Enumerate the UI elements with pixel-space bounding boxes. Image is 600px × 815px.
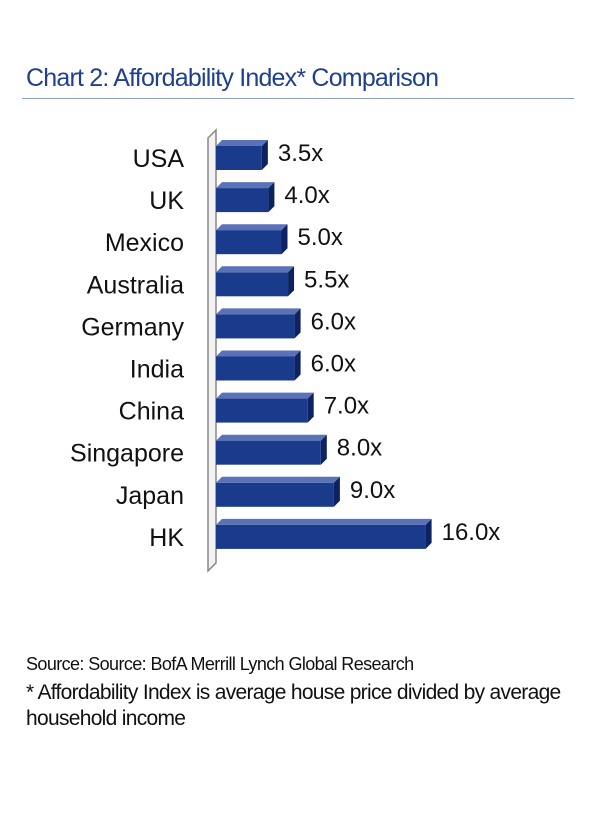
- bar-top-uk: [216, 182, 275, 189]
- category-label: Japan: [116, 482, 184, 510]
- data-label: 5.5x: [304, 266, 349, 293]
- bar-side-usa: [261, 140, 268, 170]
- bar-japan: [216, 482, 334, 507]
- bar-top-china: [216, 392, 314, 399]
- chart-title: Chart 2: Affordability Index* Comparison: [26, 64, 439, 92]
- bar-top-singapore: [216, 434, 327, 441]
- title-divider: [22, 98, 574, 99]
- bar-side-mexico: [281, 224, 288, 255]
- data-label: 9.0x: [350, 477, 395, 504]
- footnote: * Affordability Index is average house p…: [26, 681, 561, 730]
- bar-side-germany: [294, 308, 301, 339]
- bar-usa: [216, 146, 262, 170]
- bar-side-australia: [288, 266, 295, 297]
- chart-labels: USA 3.5x UK 4.0x Mexico 5.0x Australia 5.5x Germ…: [70, 140, 500, 552]
- category-label: Singapore: [70, 440, 184, 468]
- bar-australia: [216, 272, 289, 297]
- axis-wall: [207, 128, 217, 573]
- source-note: Source: Source: BofA Merrill Lynch Globa…: [26, 654, 414, 674]
- data-label: 5.0x: [298, 224, 343, 251]
- bar-chart: USA 3.5x UK 4.0x Mexico 5.0x Australia 5.5x Germ…: [70, 128, 500, 573]
- data-label: 16.0x: [442, 519, 501, 546]
- category-label: Australia: [87, 271, 184, 299]
- data-label: 3.5x: [278, 140, 323, 167]
- category-label: HK: [149, 524, 184, 552]
- chart-axis: [207, 128, 217, 573]
- bar-top-germany: [216, 308, 301, 315]
- data-label: 4.0x: [284, 182, 329, 209]
- bar-top-hk: [216, 518, 432, 525]
- bar-germany: [216, 314, 295, 339]
- bar-top-japan: [216, 476, 340, 483]
- category-label: Germany: [81, 313, 184, 341]
- bar-side-singapore: [320, 434, 327, 465]
- category-label: Mexico: [105, 229, 184, 257]
- chart-bars: [216, 140, 432, 549]
- data-label: 7.0x: [324, 393, 369, 420]
- category-label: UK: [149, 187, 184, 215]
- bar-uk: [216, 188, 269, 213]
- bar-side-india: [294, 350, 301, 381]
- bar-hk: [216, 524, 426, 549]
- bar-top-australia: [216, 266, 295, 273]
- category-label: India: [130, 356, 184, 384]
- category-label: USA: [133, 145, 185, 173]
- bar-side-hk: [425, 518, 432, 549]
- bar-top-mexico: [216, 224, 288, 231]
- category-label: China: [119, 398, 184, 426]
- bar-top-india: [216, 350, 301, 357]
- bar-side-china: [307, 392, 314, 423]
- data-label: 8.0x: [337, 435, 382, 462]
- bar-side-uk: [268, 182, 275, 213]
- data-label: 6.0x: [311, 351, 356, 378]
- data-label: 6.0x: [311, 308, 356, 335]
- bar-india: [216, 356, 295, 381]
- bar-mexico: [216, 230, 282, 255]
- bar-singapore: [216, 440, 321, 465]
- bar-side-japan: [333, 476, 340, 507]
- bar-china: [216, 398, 308, 423]
- bar-top-usa: [216, 140, 268, 146]
